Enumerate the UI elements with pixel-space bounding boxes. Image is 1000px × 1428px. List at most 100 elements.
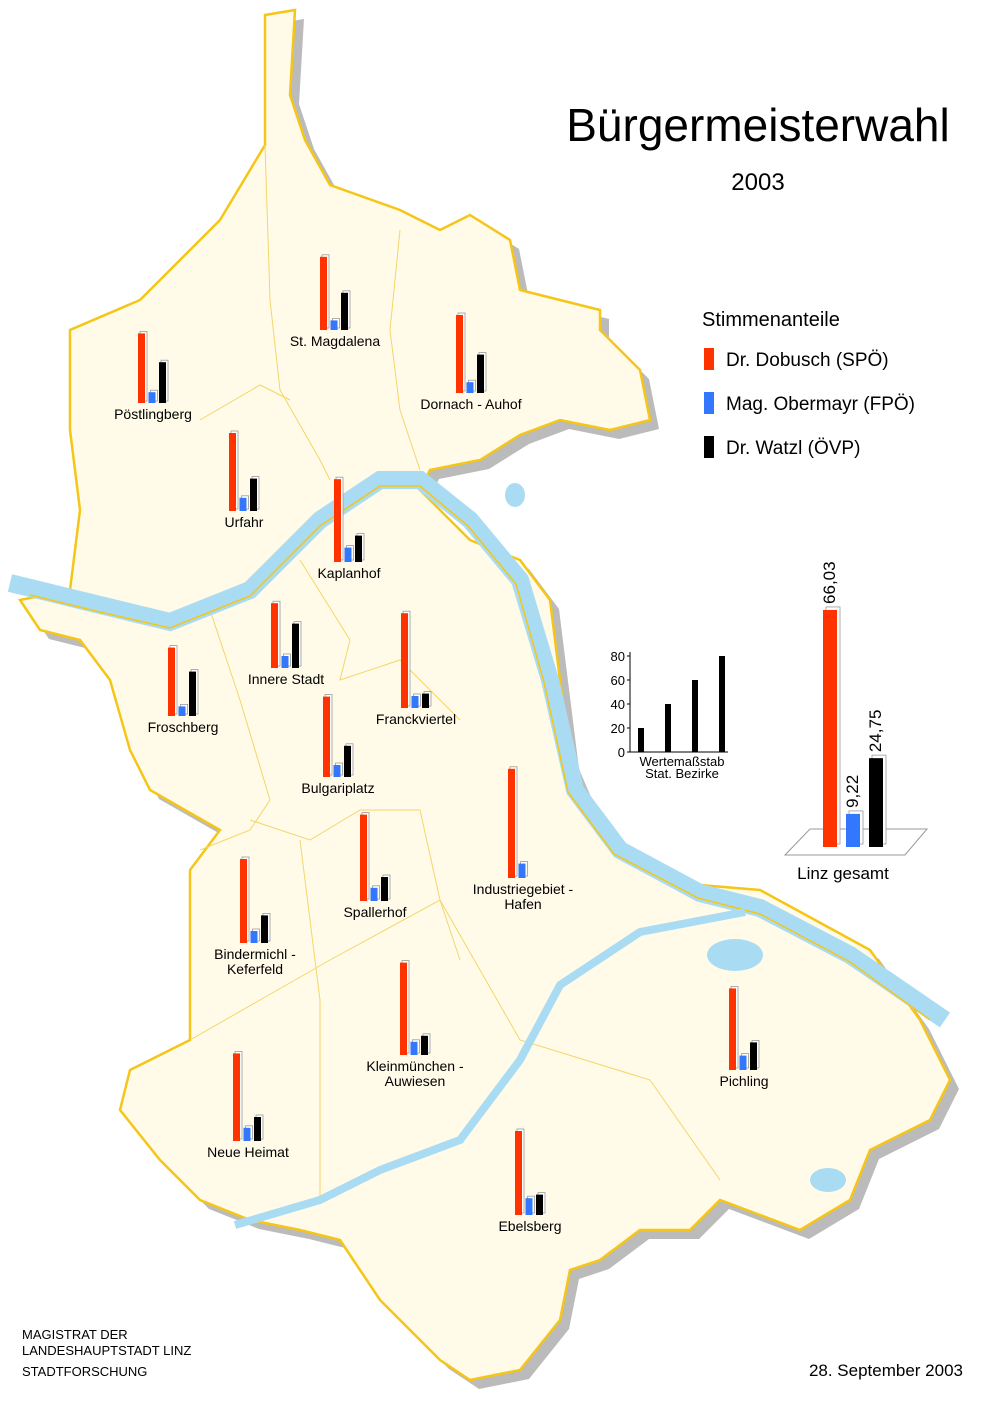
bar bbox=[525, 1198, 533, 1215]
footer-org: LANDESHAUPTSTADT LINZ bbox=[22, 1343, 191, 1358]
bar bbox=[750, 1042, 757, 1070]
bar bbox=[333, 765, 341, 777]
legend-label: Mag. Obermayr (FPÖ) bbox=[726, 394, 915, 415]
bar bbox=[189, 671, 196, 716]
district-label: Auwiesen bbox=[385, 1073, 446, 1089]
bar bbox=[261, 915, 268, 943]
district-label: Spallerhof bbox=[343, 904, 406, 920]
bar bbox=[292, 623, 299, 668]
bar bbox=[381, 877, 388, 901]
bar bbox=[138, 333, 145, 403]
district-borders bbox=[189, 144, 721, 1200]
bar bbox=[536, 1194, 543, 1215]
bar bbox=[411, 696, 419, 708]
bar bbox=[250, 931, 258, 943]
district-label: Urfahr bbox=[225, 514, 264, 530]
bar bbox=[281, 656, 289, 668]
bar bbox=[239, 497, 247, 511]
bar bbox=[477, 354, 484, 393]
bar bbox=[250, 478, 257, 511]
legend-label: Dr. Dobusch (SPÖ) bbox=[726, 350, 889, 371]
bar bbox=[421, 1035, 428, 1055]
total-value-label: 66,03 bbox=[820, 561, 839, 604]
total-bar bbox=[823, 609, 837, 847]
scale-bar bbox=[665, 704, 671, 752]
footer-date: 28. September 2003 bbox=[809, 1361, 963, 1380]
legend-swatch bbox=[704, 436, 714, 458]
district-label: Hafen bbox=[504, 896, 541, 912]
bar bbox=[341, 292, 348, 330]
scale-label: Wertemaßstab bbox=[639, 754, 724, 769]
y-tick-label: 40 bbox=[611, 697, 625, 712]
district-label: Kleinmünchen - bbox=[366, 1058, 464, 1074]
district-label: Industriegebiet - bbox=[473, 881, 574, 897]
river-traun bbox=[233, 908, 746, 1229]
bar bbox=[401, 613, 408, 708]
legend-title: Stimmenanteile bbox=[702, 309, 840, 331]
district-label: Franckviertel bbox=[376, 711, 456, 727]
district-label: Innere Stadt bbox=[248, 671, 324, 687]
bar bbox=[370, 887, 378, 901]
district-label: Ebelsberg bbox=[498, 1218, 561, 1234]
bar bbox=[355, 535, 362, 562]
footer-org: MAGISTRAT DER bbox=[22, 1327, 128, 1342]
y-tick-label: 0 bbox=[618, 745, 625, 760]
bar bbox=[466, 382, 474, 393]
scale-bar bbox=[638, 728, 644, 752]
y-tick-label: 80 bbox=[611, 649, 625, 664]
legend-label: Dr. Watzl (ÖVP) bbox=[726, 438, 860, 459]
bar bbox=[243, 1127, 251, 1141]
district-label: Pöstlingberg bbox=[114, 406, 192, 422]
bar bbox=[344, 745, 351, 777]
total-value-label: 24,75 bbox=[866, 710, 885, 753]
scale-bar bbox=[692, 680, 698, 752]
city-area bbox=[17, 8, 952, 1382]
lake bbox=[810, 1168, 846, 1192]
footer-org: STADTFORSCHUNG bbox=[22, 1364, 147, 1379]
district-label: Bindermichl - bbox=[214, 946, 296, 962]
district-label: Keferfeld bbox=[227, 961, 283, 977]
city-map bbox=[7, 8, 959, 1389]
bar bbox=[159, 362, 166, 403]
bar bbox=[400, 962, 407, 1055]
total-value-label: 9,22 bbox=[843, 775, 862, 808]
title: Bürgermeisterwahl bbox=[566, 99, 949, 151]
y-tick-label: 60 bbox=[611, 673, 625, 688]
total-bar bbox=[846, 813, 860, 847]
bar bbox=[178, 706, 186, 716]
lake bbox=[505, 483, 525, 507]
district-label: St. Magdalena bbox=[290, 333, 380, 349]
bar bbox=[168, 647, 175, 716]
river-danube bbox=[7, 471, 951, 1028]
total-bar bbox=[869, 758, 883, 847]
bar bbox=[320, 256, 327, 330]
bar bbox=[344, 547, 352, 562]
bar bbox=[271, 603, 278, 668]
district-label: Kaplanhof bbox=[317, 565, 380, 581]
bar bbox=[422, 693, 429, 708]
bar bbox=[360, 814, 367, 901]
district-label: Dornach - Auhof bbox=[420, 396, 521, 412]
legend-swatch bbox=[704, 392, 714, 414]
bar bbox=[254, 1117, 261, 1141]
district-label: Neue Heimat bbox=[207, 1144, 289, 1160]
bar bbox=[240, 859, 247, 943]
y-tick-label: 20 bbox=[611, 721, 625, 736]
lake bbox=[707, 939, 763, 971]
scale-sublabel: Stat. Bezirke bbox=[645, 766, 719, 781]
legend-swatch bbox=[704, 348, 714, 370]
bar bbox=[330, 320, 338, 330]
bar bbox=[334, 479, 341, 562]
bar bbox=[323, 696, 330, 777]
bar bbox=[518, 863, 526, 878]
bar bbox=[729, 988, 736, 1070]
bar bbox=[148, 392, 156, 403]
district-label: Bulgariplatz bbox=[301, 780, 374, 796]
bar bbox=[410, 1041, 418, 1055]
district-label: Froschberg bbox=[148, 719, 219, 735]
bar bbox=[739, 1055, 747, 1070]
bar bbox=[515, 1131, 522, 1215]
scale-bar bbox=[719, 656, 725, 752]
bar bbox=[233, 1053, 240, 1141]
